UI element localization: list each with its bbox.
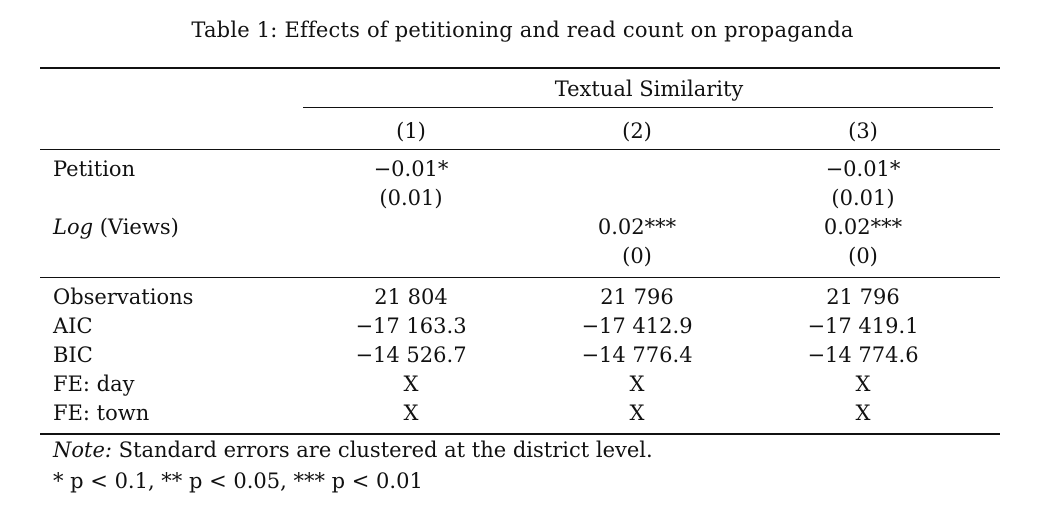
coef-logviews-2: 0.02*** xyxy=(597,215,677,239)
se-petition-3: (0.01) xyxy=(831,186,895,210)
se-petition-1: (0.01) xyxy=(379,186,443,210)
stat-aic-1: −17 163.3 xyxy=(355,314,467,338)
stat-aic-2: −17 412.9 xyxy=(581,314,693,338)
stat-observations-1: 21 804 xyxy=(374,285,448,309)
significance-note: * p < 0.1, ** p < 0.05, *** p < 0.01 xyxy=(53,469,423,493)
row-label-log-italic: Log xyxy=(53,215,94,239)
top-rule xyxy=(40,67,1000,69)
row-label-observations: Observations xyxy=(53,285,194,309)
se-logviews-3: (0) xyxy=(848,244,878,268)
column-header-3: (3) xyxy=(848,119,878,143)
row-label-bic: BIC xyxy=(53,343,93,367)
row-label-petition: Petition xyxy=(53,157,136,181)
stat-fe-day-1: X xyxy=(403,372,419,396)
stat-bic-2: −14 776.4 xyxy=(581,343,693,367)
row-label-log-rest: (Views) xyxy=(93,215,179,239)
column-header-1: (1) xyxy=(396,119,426,143)
row-label-fe-town: FE: town xyxy=(53,401,150,425)
stat-fe-town-3: X xyxy=(855,401,871,425)
coef-petition-3: −0.01* xyxy=(825,157,901,181)
table-note: Note: Standard errors are clustered at t… xyxy=(53,436,653,464)
stat-bic-1: −14 526.7 xyxy=(355,343,467,367)
header-rule xyxy=(40,149,1000,150)
row-label-log-views: Log (Views) xyxy=(53,213,179,241)
coef-logviews-3: 0.02*** xyxy=(823,215,903,239)
stat-bic-3: −14 774.6 xyxy=(807,343,919,367)
table-caption: Table 1: Effects of petitioning and read… xyxy=(191,18,854,42)
note-label: Note: xyxy=(53,438,112,462)
spanner-rule xyxy=(303,107,993,108)
row-label-aic: AIC xyxy=(53,314,93,338)
bottom-rule xyxy=(40,433,1000,435)
mid-rule xyxy=(40,277,1000,278)
column-spanner: Textual Similarity xyxy=(554,77,744,101)
stat-fe-town-1: X xyxy=(403,401,419,425)
coef-petition-1: −0.01* xyxy=(373,157,449,181)
row-label-fe-day: FE: day xyxy=(53,372,135,396)
stat-aic-3: −17 419.1 xyxy=(807,314,919,338)
stat-observations-2: 21 796 xyxy=(600,285,674,309)
column-header-2: (2) xyxy=(622,119,652,143)
stat-observations-3: 21 796 xyxy=(826,285,900,309)
note-text: Standard errors are clustered at the dis… xyxy=(111,438,653,462)
stat-fe-town-2: X xyxy=(629,401,645,425)
stat-fe-day-2: X xyxy=(629,372,645,396)
se-logviews-2: (0) xyxy=(622,244,652,268)
stat-fe-day-3: X xyxy=(855,372,871,396)
